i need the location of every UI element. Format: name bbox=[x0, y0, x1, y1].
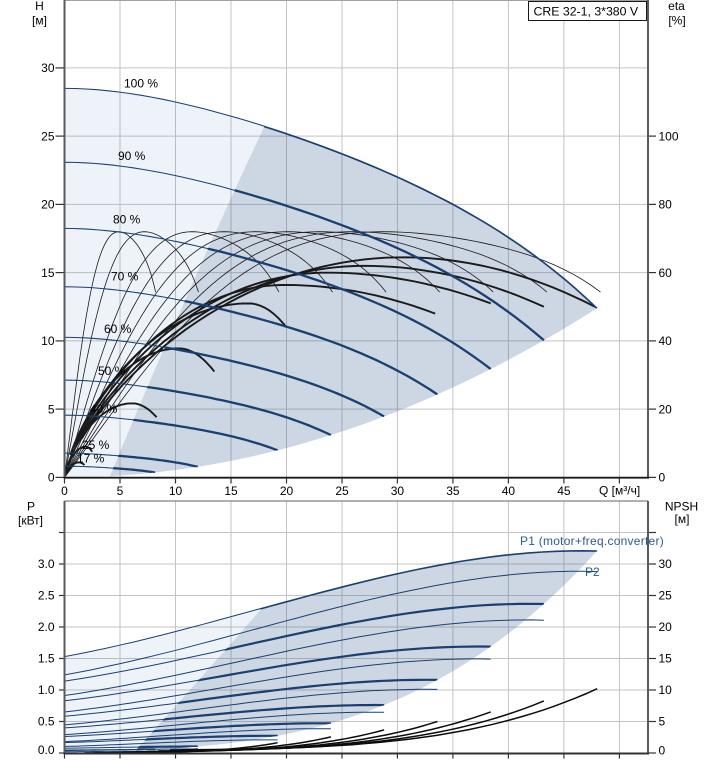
svg-text:20: 20 bbox=[659, 620, 673, 634]
svg-text:100 %: 100 % bbox=[124, 77, 158, 91]
svg-text:10: 10 bbox=[41, 334, 55, 348]
svg-text:eta: eta bbox=[668, 0, 685, 13]
svg-text:CRE 32-1, 3*380 V: CRE 32-1, 3*380 V bbox=[534, 5, 639, 19]
svg-text:60: 60 bbox=[659, 266, 673, 280]
svg-text:60 %: 60 % bbox=[104, 322, 132, 336]
svg-text:P1 (motor+freq.converter): P1 (motor+freq.converter) bbox=[520, 534, 664, 548]
svg-text:NPSH: NPSH bbox=[665, 500, 698, 514]
svg-text:0: 0 bbox=[48, 471, 55, 485]
svg-text:15: 15 bbox=[659, 652, 673, 666]
svg-text:35: 35 bbox=[446, 484, 460, 498]
svg-text:30: 30 bbox=[659, 557, 673, 571]
svg-text:2.0: 2.0 bbox=[38, 620, 55, 634]
svg-text:15: 15 bbox=[224, 484, 238, 498]
svg-text:5: 5 bbox=[117, 484, 124, 498]
svg-text:0: 0 bbox=[659, 744, 666, 758]
svg-text:3.0: 3.0 bbox=[38, 557, 55, 571]
svg-text:17 %: 17 % bbox=[77, 452, 105, 466]
svg-text:P2: P2 bbox=[585, 565, 600, 579]
svg-text:0.5: 0.5 bbox=[38, 715, 55, 729]
svg-text:40 %: 40 % bbox=[90, 402, 118, 416]
svg-text:1.5: 1.5 bbox=[38, 652, 55, 666]
svg-text:[м]: [м] bbox=[675, 512, 690, 526]
svg-text:45: 45 bbox=[557, 484, 571, 498]
svg-text:1.0: 1.0 bbox=[38, 683, 55, 697]
svg-text:P: P bbox=[27, 500, 35, 514]
svg-text:Q [м³/ч]: Q [м³/ч] bbox=[599, 484, 640, 498]
svg-text:80 %: 80 % bbox=[113, 213, 141, 227]
svg-text:25 %: 25 % bbox=[82, 438, 110, 452]
svg-text:0: 0 bbox=[61, 484, 68, 498]
svg-text:100: 100 bbox=[659, 129, 679, 143]
svg-text:80: 80 bbox=[659, 198, 673, 212]
svg-text:30: 30 bbox=[41, 61, 55, 75]
svg-text:25: 25 bbox=[659, 589, 673, 603]
svg-text:H: H bbox=[35, 0, 44, 13]
svg-text:10: 10 bbox=[659, 683, 673, 697]
svg-text:0: 0 bbox=[659, 471, 666, 485]
svg-text:25: 25 bbox=[335, 484, 349, 498]
svg-text:20: 20 bbox=[659, 402, 673, 416]
svg-text:10: 10 bbox=[169, 484, 183, 498]
svg-text:[м]: [м] bbox=[32, 14, 47, 28]
svg-text:20: 20 bbox=[280, 484, 294, 498]
svg-text:50 %: 50 % bbox=[98, 364, 126, 378]
svg-text:40: 40 bbox=[659, 334, 673, 348]
svg-text:70 %: 70 % bbox=[111, 270, 139, 284]
svg-text:20: 20 bbox=[41, 198, 55, 212]
svg-text:2.5: 2.5 bbox=[38, 589, 55, 603]
svg-text:[%]: [%] bbox=[668, 13, 685, 27]
svg-text:90 %: 90 % bbox=[118, 149, 146, 163]
svg-text:15: 15 bbox=[41, 266, 55, 280]
svg-text:40: 40 bbox=[502, 484, 516, 498]
svg-text:25: 25 bbox=[41, 129, 55, 143]
svg-text:[кВт]: [кВт] bbox=[18, 514, 43, 528]
svg-text:0.0: 0.0 bbox=[38, 743, 55, 757]
svg-text:5: 5 bbox=[48, 402, 55, 416]
svg-text:5: 5 bbox=[659, 715, 666, 729]
svg-text:30: 30 bbox=[391, 484, 405, 498]
